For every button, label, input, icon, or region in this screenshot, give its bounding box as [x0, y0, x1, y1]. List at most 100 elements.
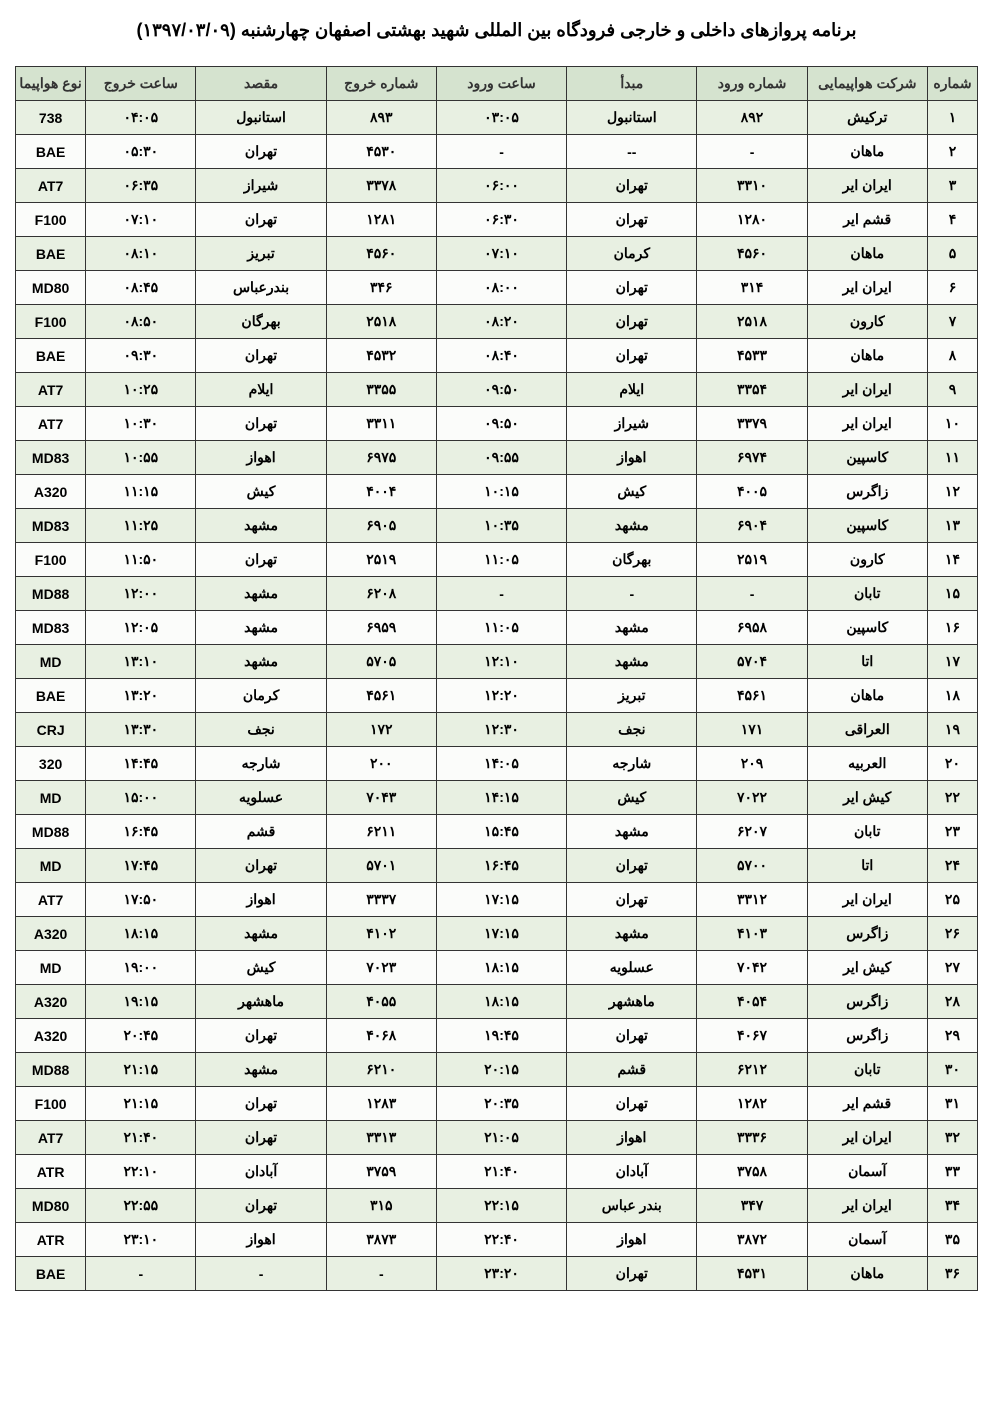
- cell-departure-time: ۱۹:۰۰: [86, 951, 196, 985]
- cell-airline: تابان: [807, 577, 927, 611]
- cell-arrival-flight: ۶۹۰۴: [697, 509, 807, 543]
- table-row: ۲۳تابان۶۲۰۷مشهد۱۵:۴۵۶۲۱۱قشم۱۶:۴۵MD88: [16, 815, 978, 849]
- cell-departure-time: ۱۵:۰۰: [86, 781, 196, 815]
- table-row: ۱۰ایران ایر۳۳۷۹شیراز۰۹:۵۰۳۳۱۱تهران۱۰:۳۰A…: [16, 407, 978, 441]
- cell-departure-time: ۰۶:۳۵: [86, 169, 196, 203]
- col-departure-time: ساعت خروج: [86, 67, 196, 101]
- cell-aircraft-type: MD80: [16, 271, 86, 305]
- cell-departure-flight: ۳۳۱۱: [326, 407, 436, 441]
- cell-arrival-flight: ۱۲۸۰: [697, 203, 807, 237]
- cell-departure-time: ۰۸:۱۰: [86, 237, 196, 271]
- cell-arrival-flight: ۳۸۷۲: [697, 1223, 807, 1257]
- cell-departure-time: ۲۱:۱۵: [86, 1053, 196, 1087]
- cell-arrival-time: ۱۸:۱۵: [436, 951, 566, 985]
- cell-aircraft-type: ATR: [16, 1223, 86, 1257]
- cell-departure-flight: ۴۵۶۰: [326, 237, 436, 271]
- cell-arrival-time: ۱۹:۴۵: [436, 1019, 566, 1053]
- cell-arrival-time: ۰۷:۱۰: [436, 237, 566, 271]
- cell-aircraft-type: A320: [16, 1019, 86, 1053]
- cell-arrival-time: ۲۰:۳۵: [436, 1087, 566, 1121]
- cell-aircraft-type: MD83: [16, 441, 86, 475]
- cell-aircraft-type: F100: [16, 1087, 86, 1121]
- cell-arrival-time: ۱۰:۳۵: [436, 509, 566, 543]
- col-origin: مبدأ: [567, 67, 697, 101]
- cell-airline: زاگرس: [807, 917, 927, 951]
- cell-airline: اتا: [807, 849, 927, 883]
- cell-origin: تهران: [567, 339, 697, 373]
- col-aircraft-type: نوع هواپیما: [16, 67, 86, 101]
- cell-arrival-flight: ۳۳۳۶: [697, 1121, 807, 1155]
- cell-airline: کاسپین: [807, 441, 927, 475]
- table-row: ۲۰العربیه۲۰۹شارجه۱۴:۰۵۲۰۰شارجه۱۴:۴۵320: [16, 747, 978, 781]
- cell-arrival-time: ۰۸:۴۰: [436, 339, 566, 373]
- cell-origin: تهران: [567, 271, 697, 305]
- cell-aircraft-type: F100: [16, 543, 86, 577]
- cell-index: ۳۰: [927, 1053, 977, 1087]
- table-row: ۳۴ایران ایر۳۴۷بندر عباس۲۲:۱۵۳۱۵تهران۲۲:۵…: [16, 1189, 978, 1223]
- cell-index: ۲۵: [927, 883, 977, 917]
- cell-arrival-flight: ۲۵۱۹: [697, 543, 807, 577]
- cell-departure-time: ۱۱:۵۰: [86, 543, 196, 577]
- cell-index: ۱۷: [927, 645, 977, 679]
- cell-airline: کاسپین: [807, 611, 927, 645]
- cell-destination: تهران: [196, 1121, 326, 1155]
- cell-aircraft-type: BAE: [16, 1257, 86, 1291]
- cell-departure-flight: ۱۲۸۳: [326, 1087, 436, 1121]
- cell-arrival-time: ۲۳:۲۰: [436, 1257, 566, 1291]
- cell-origin: اهواز: [567, 441, 697, 475]
- cell-departure-time: ۲۲:۱۰: [86, 1155, 196, 1189]
- cell-index: ۴: [927, 203, 977, 237]
- table-row: ۷کارون۲۵۱۸تهران۰۸:۲۰۲۵۱۸بهرگان۰۸:۵۰F100: [16, 305, 978, 339]
- cell-departure-time: ۰۸:۵۰: [86, 305, 196, 339]
- cell-arrival-flight: ۲۰۹: [697, 747, 807, 781]
- cell-destination: استانبول: [196, 101, 326, 135]
- cell-aircraft-type: BAE: [16, 339, 86, 373]
- cell-departure-time: ۰۴:۰۵: [86, 101, 196, 135]
- table-row: ۱۷اتا۵۷۰۴مشهد۱۲:۱۰۵۷۰۵مشهد۱۳:۱۰MD: [16, 645, 978, 679]
- cell-arrival-flight: ۳۱۴: [697, 271, 807, 305]
- cell-airline: ماهان: [807, 679, 927, 713]
- cell-index: ۱۹: [927, 713, 977, 747]
- cell-departure-time: ۰۹:۳۰: [86, 339, 196, 373]
- cell-destination: -: [196, 1257, 326, 1291]
- cell-airline: ماهان: [807, 339, 927, 373]
- cell-departure-flight: ۴۰۵۵: [326, 985, 436, 1019]
- cell-destination: تهران: [196, 1019, 326, 1053]
- cell-arrival-flight: ۴۱۰۳: [697, 917, 807, 951]
- cell-airline: ایران ایر: [807, 1121, 927, 1155]
- table-row: ۴قشم ایر۱۲۸۰تهران۰۶:۳۰۱۲۸۱تهران۰۷:۱۰F100: [16, 203, 978, 237]
- cell-destination: آبادان: [196, 1155, 326, 1189]
- cell-destination: اهواز: [196, 441, 326, 475]
- cell-origin: نجف: [567, 713, 697, 747]
- cell-origin: استانبول: [567, 101, 697, 135]
- cell-index: ۵: [927, 237, 977, 271]
- table-row: ۲ماهان----۴۵۳۰تهران۰۵:۳۰BAE: [16, 135, 978, 169]
- table-row: ۱۶کاسپین۶۹۵۸مشهد۱۱:۰۵۶۹۵۹مشهد۱۲:۰۵MD83: [16, 611, 978, 645]
- cell-arrival-flight: -: [697, 577, 807, 611]
- cell-airline: کارون: [807, 543, 927, 577]
- cell-departure-flight: ۴۰۰۴: [326, 475, 436, 509]
- cell-arrival-flight: ۸۹۲: [697, 101, 807, 135]
- cell-arrival-time: ۰۶:۰۰: [436, 169, 566, 203]
- cell-airline: ماهان: [807, 135, 927, 169]
- cell-arrival-time: ۱۵:۴۵: [436, 815, 566, 849]
- cell-index: ۱۴: [927, 543, 977, 577]
- cell-departure-time: ۱۳:۲۰: [86, 679, 196, 713]
- cell-index: ۲۳: [927, 815, 977, 849]
- table-row: ۳۰تابان۶۲۱۲قشم۲۰:۱۵۶۲۱۰مشهد۲۱:۱۵MD88: [16, 1053, 978, 1087]
- cell-destination: مشهد: [196, 645, 326, 679]
- cell-origin: بهرگان: [567, 543, 697, 577]
- cell-aircraft-type: MD: [16, 645, 86, 679]
- cell-origin: شارجه: [567, 747, 697, 781]
- cell-destination: تهران: [196, 203, 326, 237]
- cell-destination: عسلویه: [196, 781, 326, 815]
- cell-index: ۱۶: [927, 611, 977, 645]
- cell-departure-time: ۱۲:۰۰: [86, 577, 196, 611]
- cell-arrival-time: ۲۱:۴۰: [436, 1155, 566, 1189]
- col-departure-flight: شماره خروج: [326, 67, 436, 101]
- table-row: ۱۳کاسپین۶۹۰۴مشهد۱۰:۳۵۶۹۰۵مشهد۱۱:۲۵MD83: [16, 509, 978, 543]
- cell-aircraft-type: MD80: [16, 1189, 86, 1223]
- cell-index: ۱: [927, 101, 977, 135]
- cell-departure-time: ۱۹:۱۵: [86, 985, 196, 1019]
- cell-aircraft-type: AT7: [16, 1121, 86, 1155]
